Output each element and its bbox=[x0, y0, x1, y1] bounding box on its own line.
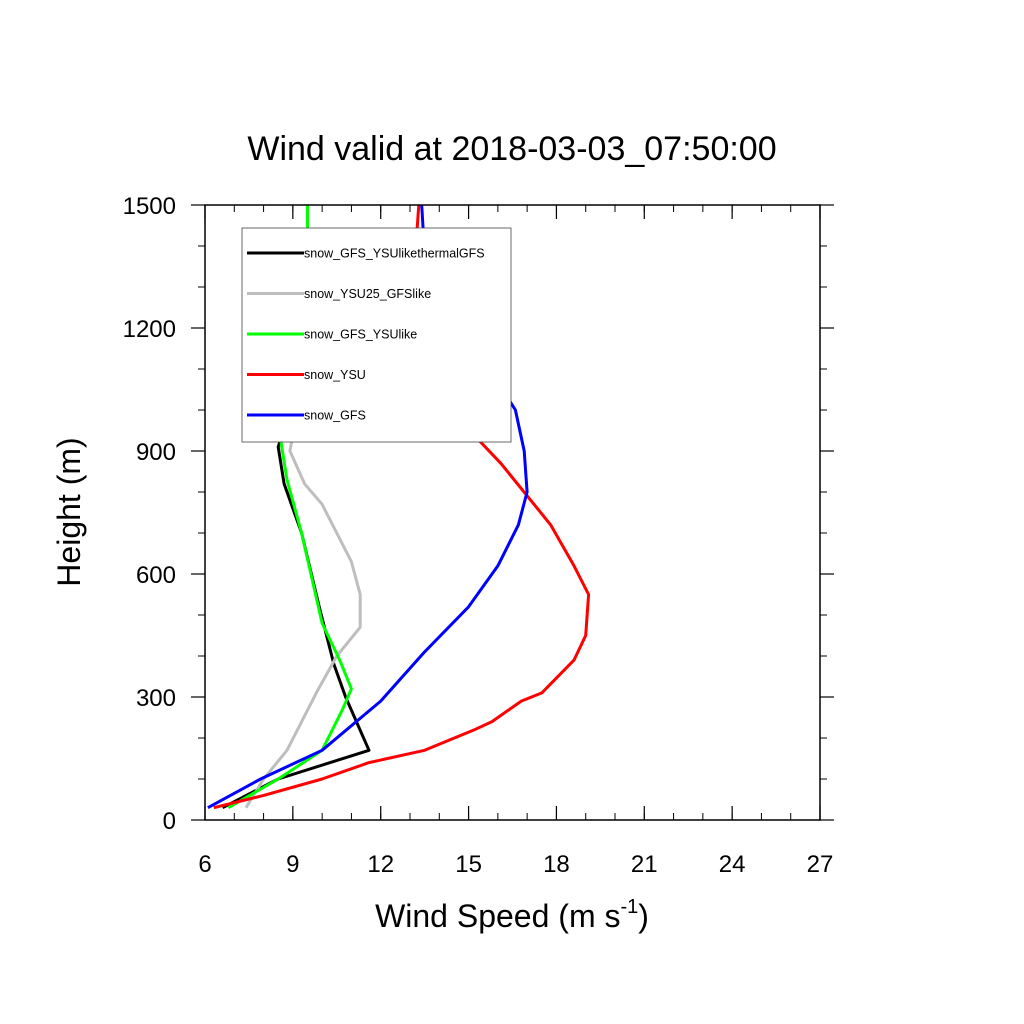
plot-frame bbox=[204, 204, 821, 821]
chart-title: Wind valid at 2018-03-03_07:50:00 bbox=[247, 130, 776, 168]
legend-label: snow_GFS_YSUlikethermalGFS bbox=[304, 247, 485, 261]
y-tick-label: 0 bbox=[163, 808, 176, 835]
y-tick-label: 600 bbox=[136, 562, 176, 589]
x-tick-label: 18 bbox=[543, 851, 570, 878]
legend-label: snow_YSU25_GFSlike bbox=[304, 287, 431, 301]
axis-ticks bbox=[191, 204, 834, 821]
y-tick-label: 1500 bbox=[123, 193, 176, 220]
x-tick-label: 6 bbox=[198, 851, 211, 878]
y-tick-label: 300 bbox=[136, 685, 176, 712]
y-tick-label: 1200 bbox=[123, 316, 176, 343]
y-tick-labels: 0 300 600 900 1200 1500 bbox=[123, 193, 176, 835]
legend-label: snow_GFS bbox=[304, 409, 366, 423]
x-tick-label: 12 bbox=[367, 851, 394, 878]
x-tick-label: 15 bbox=[455, 851, 482, 878]
x-tick-labels: 6 9 12 15 18 21 24 27 bbox=[198, 851, 833, 878]
x-axis-label-main: Wind Speed (m s bbox=[375, 898, 620, 934]
x-axis-label: Wind Speed (m s-1) bbox=[375, 896, 649, 934]
legend-label: snow_GFS_YSUlike bbox=[304, 328, 417, 342]
legend-label: snow_YSU bbox=[304, 368, 366, 382]
legend: snow_GFS_YSUlikethermalGFS snow_YSU25_GFS… bbox=[241, 227, 512, 443]
x-tick-label: 24 bbox=[719, 851, 746, 878]
x-tick-label: 21 bbox=[631, 851, 658, 878]
y-tick-label: 900 bbox=[136, 439, 176, 466]
y-axis-label: Height (m) bbox=[51, 437, 87, 586]
x-tick-label: 9 bbox=[286, 851, 299, 878]
x-axis-label-close: ) bbox=[638, 898, 649, 934]
x-axis-label-sup: -1 bbox=[620, 896, 638, 918]
x-tick-label: 27 bbox=[807, 851, 834, 878]
